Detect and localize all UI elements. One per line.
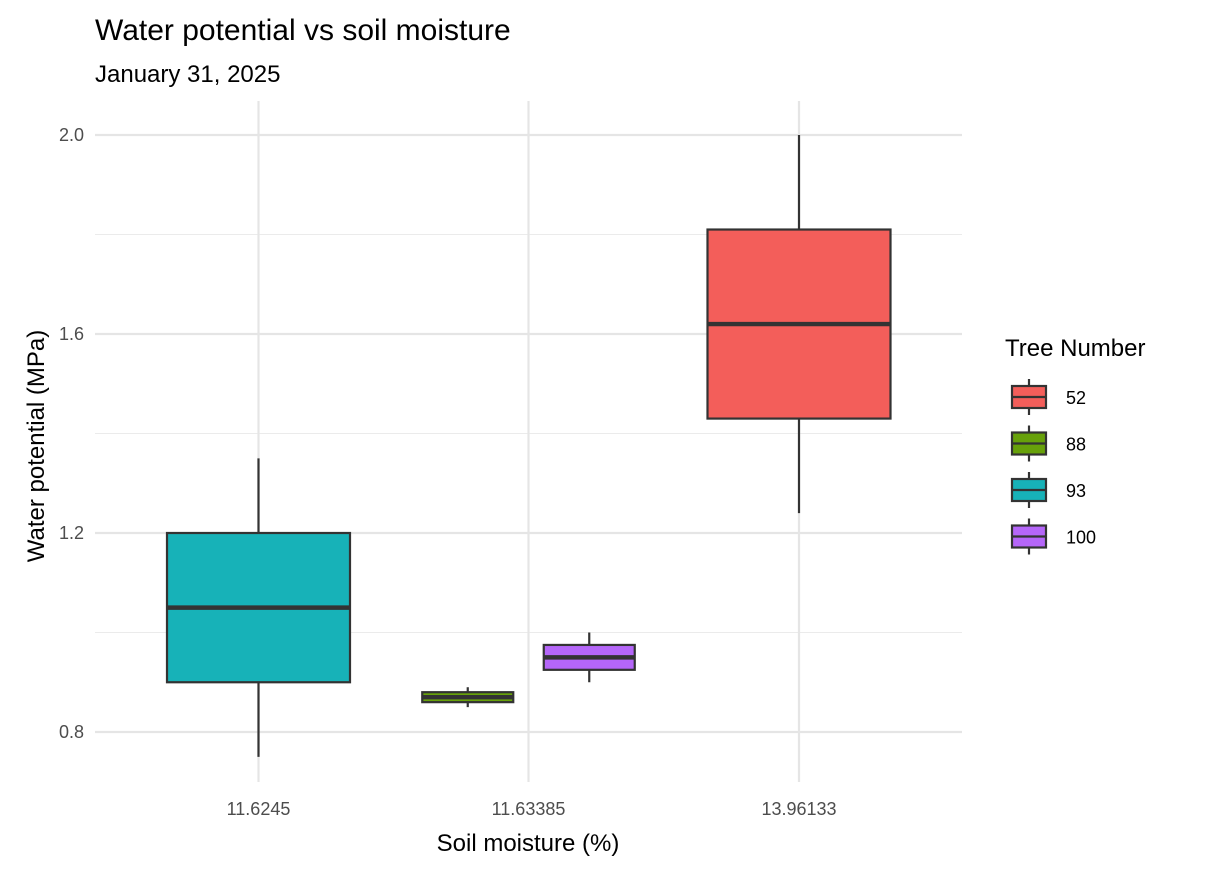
- x-tick-label: 11.6245: [227, 799, 291, 819]
- legend-label: 88: [1066, 435, 1086, 455]
- legend-label: 52: [1066, 388, 1086, 408]
- legend: Tree Number 52 88 93 100: [1005, 335, 1145, 555]
- legend-label: 100: [1066, 528, 1096, 548]
- legend-label: 93: [1066, 481, 1086, 501]
- y-axis-title: Water potential (MPa): [23, 330, 50, 563]
- legend-title: Tree Number: [1005, 335, 1145, 362]
- x-tick-labels: 11.6245 11.63385 13.96133: [227, 799, 837, 819]
- legend-item-93: 93: [1010, 472, 1086, 508]
- box-tree-93: [165, 458, 352, 757]
- box-layer: [165, 135, 892, 757]
- chart-subtitle: January 31, 2025: [95, 61, 280, 88]
- y-tick-labels: 0.8 1.2 1.6 2.0: [59, 125, 84, 742]
- legend-item-52: 52: [1010, 379, 1086, 415]
- box-tree-52: [706, 135, 892, 514]
- legend-item-88: 88: [1010, 425, 1086, 462]
- y-tick-label: 1.6: [59, 324, 84, 344]
- x-tick-label: 11.63385: [492, 799, 566, 819]
- y-tick-label: 1.2: [59, 523, 84, 543]
- x-axis-title: Soil moisture (%): [437, 830, 620, 857]
- box-tree-88: [421, 687, 515, 708]
- legend-item-100: 100: [1010, 518, 1096, 555]
- x-tick-label: 13.96133: [761, 799, 836, 819]
- box-tree-100: [542, 632, 636, 683]
- y-tick-label: 0.8: [59, 722, 84, 742]
- y-tick-label: 2.0: [59, 125, 84, 145]
- chart-title: Water potential vs soil moisture: [95, 14, 511, 47]
